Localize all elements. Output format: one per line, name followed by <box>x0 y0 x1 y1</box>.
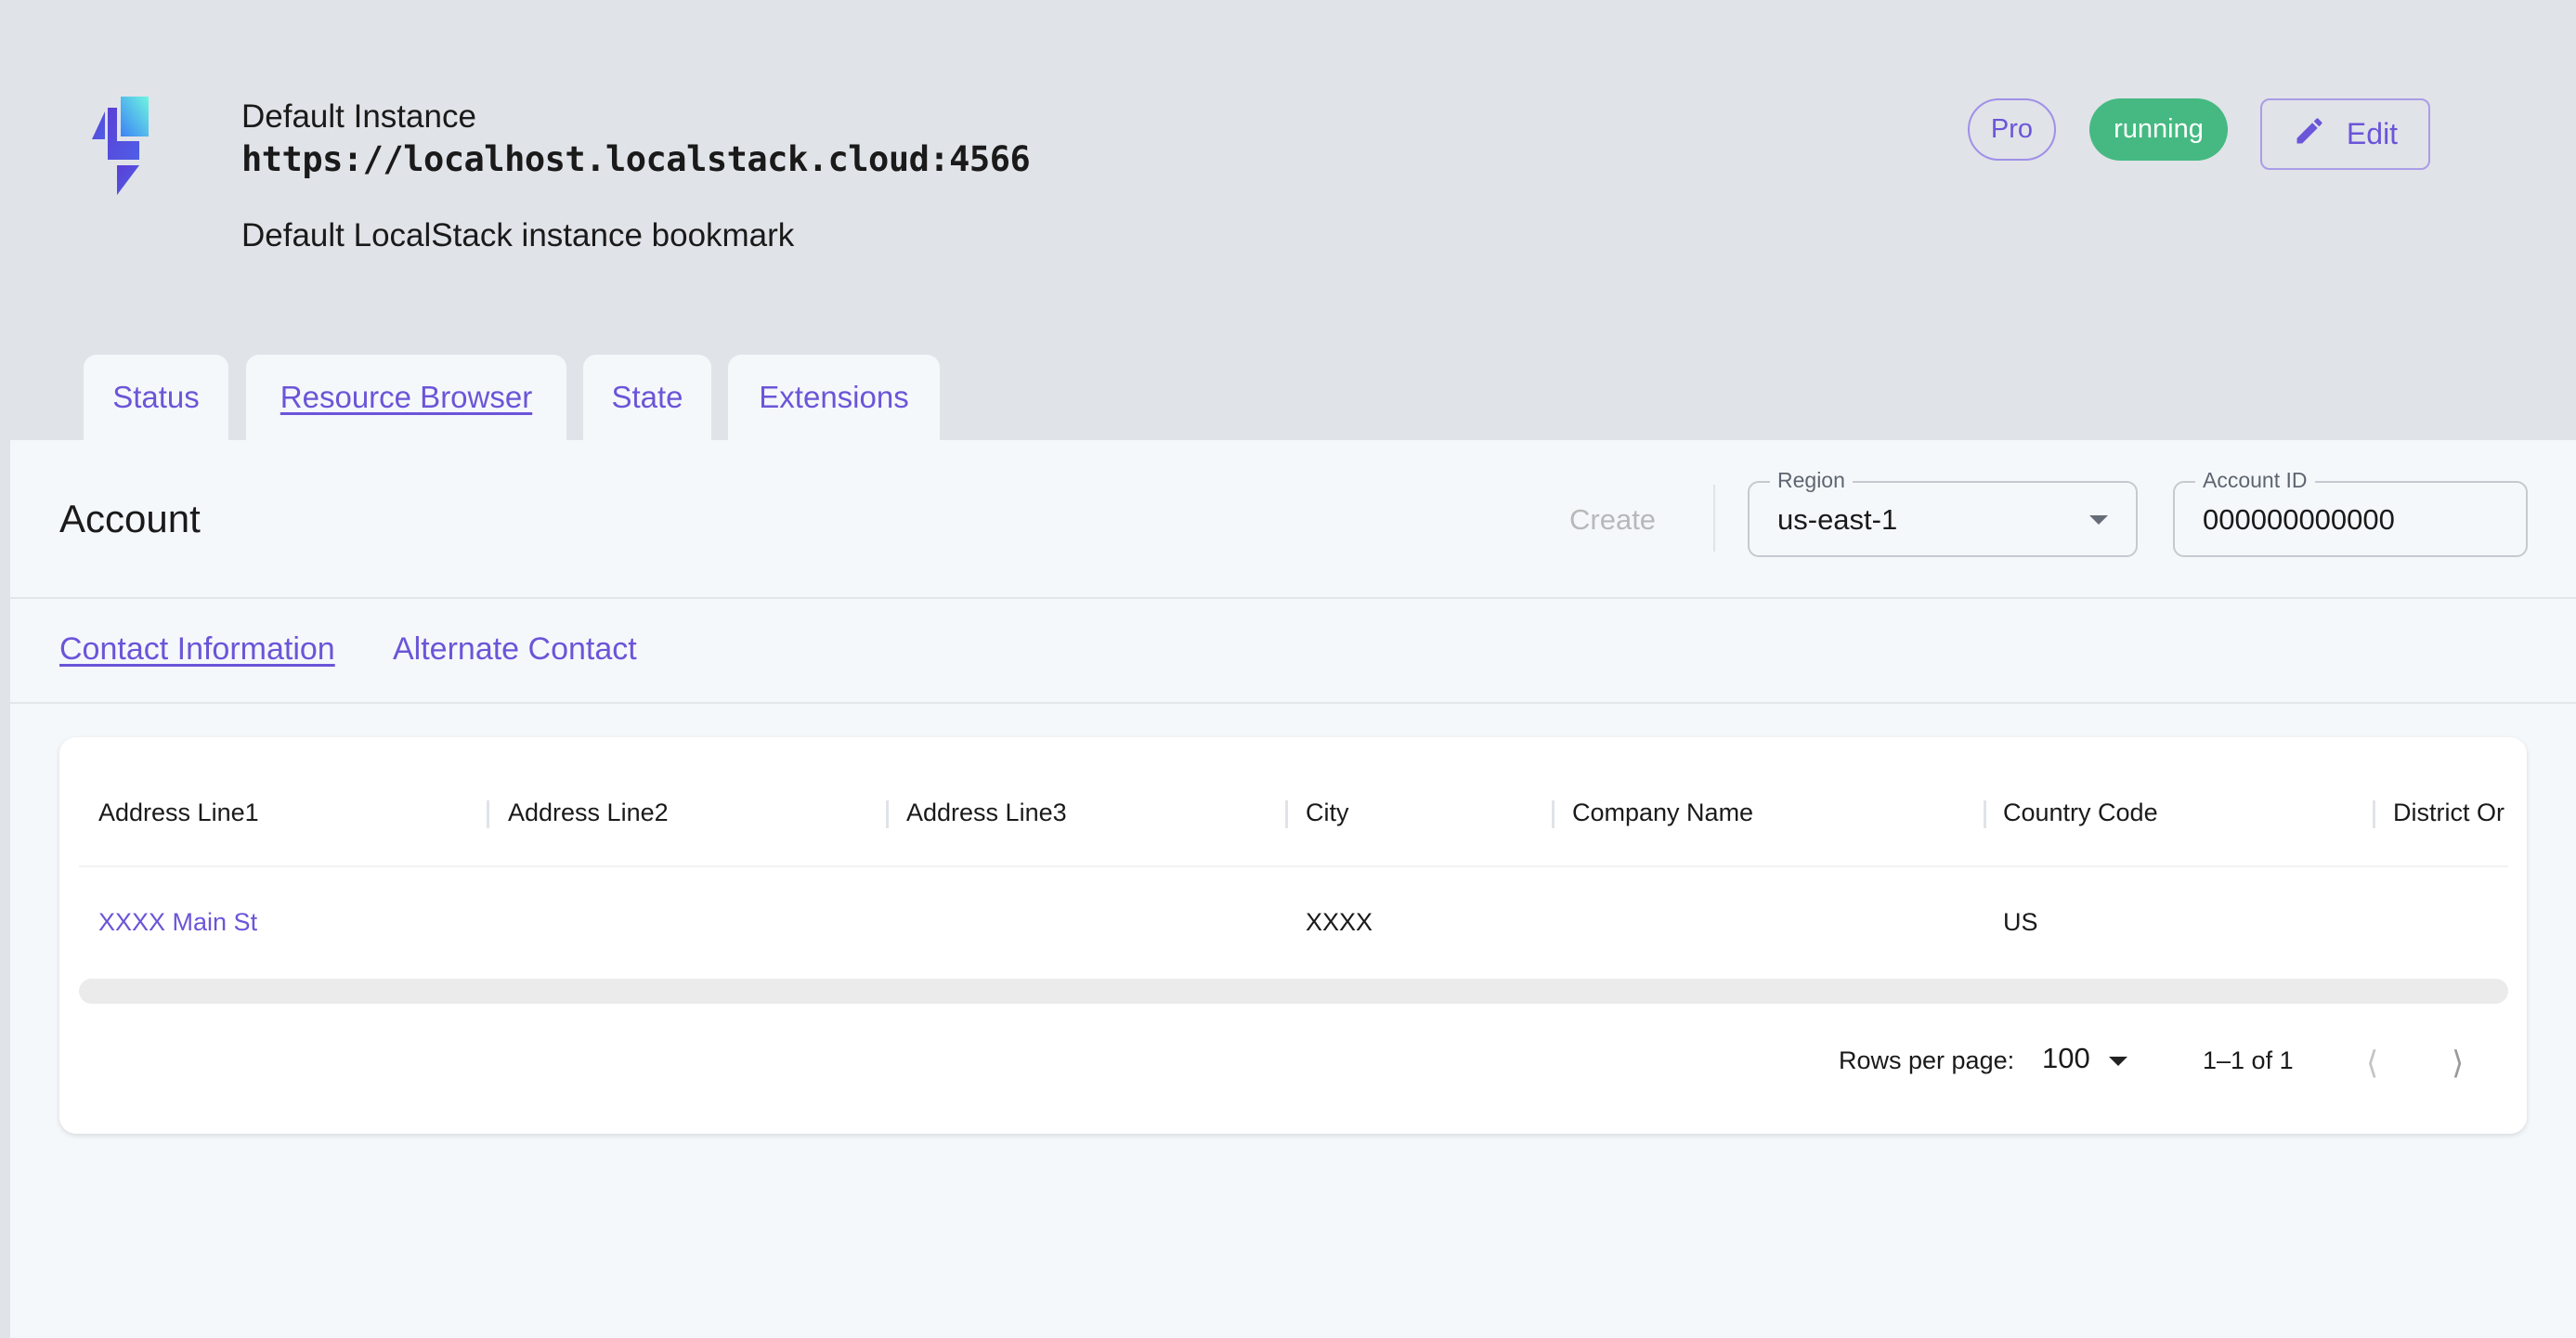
column-header[interactable]: City <box>1306 799 1349 826</box>
column-header[interactable]: District Or <box>2393 799 2504 826</box>
column-header[interactable]: Address Line1 <box>98 799 259 826</box>
page-title: Account <box>59 497 201 540</box>
chevron-down-icon <box>2109 1057 2127 1066</box>
tab-state[interactable]: State <box>583 355 711 440</box>
instance-name: Default Instance <box>241 98 476 135</box>
column-header[interactable]: Address Line2 <box>508 799 669 826</box>
column-separator[interactable] <box>1552 800 1555 828</box>
toolbar-divider <box>1713 485 1715 552</box>
divider <box>10 597 2576 599</box>
instance-url: https://localhost.localstack.cloud:4566 <box>241 139 1031 179</box>
divider <box>10 702 2576 704</box>
column-header[interactable]: Company Name <box>1572 799 1754 826</box>
plan-badge: Pro <box>1968 98 2056 161</box>
account-id-label: Account ID <box>2195 468 2315 493</box>
rows-per-page-value: 100 <box>2042 1042 2090 1074</box>
region-select[interactable]: Region us-east-1 <box>1748 468 2138 557</box>
account-id-value: 000000000000 <box>2203 503 2395 536</box>
pencil-icon <box>2293 114 2326 155</box>
next-page-icon[interactable]: ⟩ <box>2452 1046 2465 1081</box>
rows-per-page-select[interactable]: 100 <box>2042 1042 2135 1079</box>
data-table-card <box>59 737 2527 1134</box>
instance-description: Default LocalStack instance bookmark <box>241 217 795 253</box>
tab-resource-browser[interactable]: Resource Browser <box>246 355 566 440</box>
edit-button[interactable]: Edit <box>2260 98 2430 170</box>
subtab-contact-information[interactable]: Contact Information <box>59 631 335 667</box>
tab-status[interactable]: Status <box>84 355 228 440</box>
horizontal-scrollbar[interactable] <box>79 979 2508 1004</box>
table-cell-link[interactable]: XXXX Main St <box>98 908 258 936</box>
column-header[interactable]: Country Code <box>2003 799 2158 826</box>
status-badge: running <box>2089 98 2228 161</box>
column-separator[interactable] <box>2373 800 2375 828</box>
header-divider <box>79 865 2508 867</box>
column-separator[interactable] <box>487 800 489 828</box>
column-separator[interactable] <box>1285 800 1288 828</box>
column-separator[interactable] <box>886 800 889 828</box>
account-id-input[interactable]: Account ID 000000000000 <box>2173 468 2528 557</box>
region-value: us-east-1 <box>1777 503 1898 536</box>
tab-label: Extensions <box>759 380 909 414</box>
region-label: Region <box>1770 468 1853 493</box>
tab-label: State <box>611 380 683 414</box>
table-cell: US <box>2003 908 2038 936</box>
tab-label: Resource Browser <box>280 380 533 414</box>
column-separator[interactable] <box>1984 800 1986 828</box>
localstack-logo <box>92 97 194 195</box>
column-header[interactable]: Address Line3 <box>906 799 1067 826</box>
subtab-alternate-contact[interactable]: Alternate Contact <box>393 631 637 667</box>
chevron-down-icon <box>2089 515 2108 525</box>
table-cell: XXXX <box>1306 908 1373 936</box>
create-button[interactable]: Create <box>1569 503 1657 536</box>
pagination-range: 1–1 of 1 <box>2203 1046 2294 1074</box>
tab-label: Status <box>112 380 200 414</box>
rows-per-page-label: Rows per page: <box>1839 1046 2015 1074</box>
tab-extensions[interactable]: Extensions <box>728 355 940 440</box>
previous-page-icon[interactable]: ⟨ <box>2366 1046 2379 1081</box>
edit-label: Edit <box>2346 117 2399 150</box>
